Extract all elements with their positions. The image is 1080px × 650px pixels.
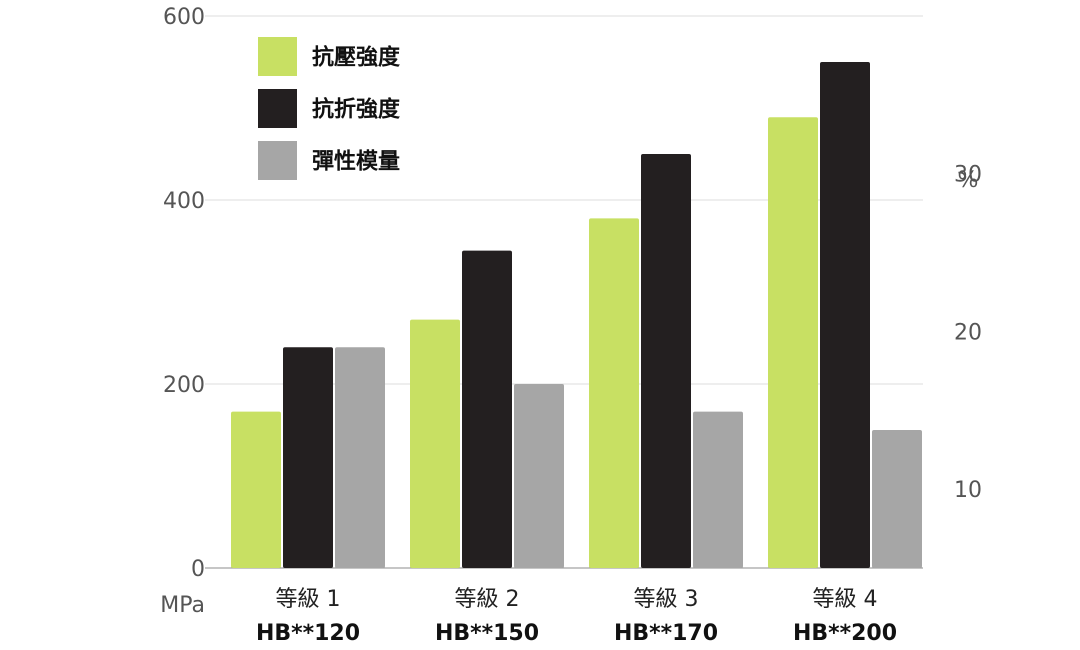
left-tick-label: 200 (163, 373, 205, 398)
x-category-sublabel: HB**150 (435, 621, 539, 646)
x-category-sublabel: HB**170 (614, 621, 718, 646)
right-tick-label: 30 (954, 163, 982, 188)
legend-label: 抗壓強度 (312, 45, 401, 71)
bar-抗壓強度-1 (231, 411, 281, 568)
left-tick-label: 0 (191, 557, 205, 582)
bar-抗折強度-2 (462, 250, 512, 568)
x-category-label: 等級 3 (634, 587, 699, 612)
x-category-label: 等級 4 (813, 587, 878, 612)
legend-swatch (258, 141, 297, 180)
x-category-sublabel: HB**120 (256, 621, 360, 646)
legend-label: 彈性模量 (312, 150, 400, 175)
bar-抗壓強度-2 (410, 319, 460, 568)
legend-swatch (258, 89, 297, 128)
left-axis-unit: MPa (160, 593, 205, 618)
x-category-sublabel: HB**200 (793, 621, 897, 646)
bar-彈性模量-2 (514, 384, 564, 568)
left-tick-label: 600 (163, 5, 205, 30)
left-axis: MPa 0 200 400 600 (160, 5, 205, 618)
bar-彈性模量-4 (872, 430, 922, 568)
bar-抗折強度-3 (641, 154, 691, 568)
bar-彈性模量-3 (693, 411, 743, 568)
left-tick-label: 400 (163, 189, 205, 214)
bar-抗折強度-4 (820, 62, 870, 568)
right-axis: % 10 20 30 (954, 163, 982, 503)
x-category-label: 等級 1 (276, 587, 341, 612)
x-category-label: 等級 2 (455, 587, 520, 612)
bars (231, 62, 922, 568)
bar-抗折強度-1 (283, 347, 333, 568)
legend-label: 抗折強度 (312, 97, 401, 123)
x-axis-labels: 等級 1 HB**120 等級 2 HB**150 等級 3 HB**170 等級 4 HB*… (256, 587, 897, 646)
right-axis-unit: % (958, 168, 979, 193)
right-tick-label: 10 (954, 478, 982, 503)
bar-抗壓強度-3 (589, 218, 639, 568)
bar-彈性模量-1 (335, 347, 385, 568)
bar-抗壓強度-4 (768, 117, 818, 568)
legend-swatch (258, 37, 297, 76)
right-tick-label: 20 (954, 320, 982, 345)
